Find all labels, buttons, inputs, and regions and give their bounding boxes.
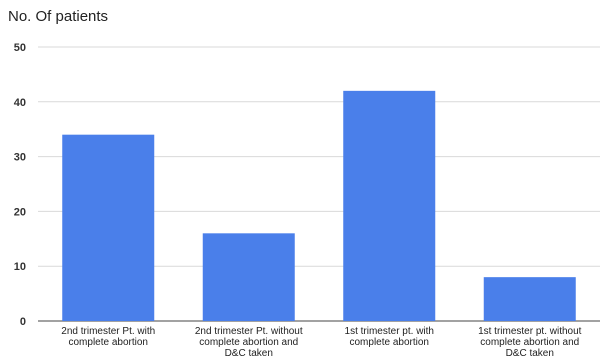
chart-title: No. Of patients — [8, 8, 108, 25]
x-category-label-line: complete abortion and — [480, 337, 579, 348]
y-tick-label: 0 — [20, 316, 26, 328]
x-category-label: 2nd trimester Pt. with complete abortion — [61, 326, 155, 348]
x-category-label: 2nd trimester Pt. without complete aborti… — [195, 326, 303, 359]
bars — [62, 90, 576, 321]
y-axis-ticks: 0 10 20 30 40 50 — [14, 42, 26, 328]
x-category-label-line: D&C taken — [506, 348, 554, 359]
y-tick-label: 40 — [14, 97, 26, 109]
bar — [62, 134, 155, 321]
x-category-label-line: 1st trimester pt. without — [478, 326, 582, 337]
x-category-label-line: D&C taken — [225, 348, 273, 359]
x-category-label: 1st trimester pt. with complete abortion — [345, 326, 434, 348]
x-category-label-line: 2nd trimester Pt. without — [195, 326, 303, 337]
y-tick-label: 20 — [14, 206, 26, 218]
x-axis-category-labels: 2nd trimester Pt. with complete abortion2… — [61, 326, 581, 359]
bar — [202, 233, 295, 321]
bar — [343, 90, 436, 321]
x-category-label-line: complete abortion — [350, 337, 430, 348]
x-category-label-line: complete abortion — [69, 337, 149, 348]
y-tick-label: 50 — [14, 42, 26, 54]
x-category-label-line: 2nd trimester Pt. with — [61, 326, 155, 337]
y-tick-label: 30 — [14, 152, 26, 164]
x-category-label: 1st trimester pt. without complete aborti… — [478, 326, 582, 359]
x-category-label-line: complete abortion and — [199, 337, 298, 348]
x-category-label-line: 1st trimester pt. with — [345, 326, 434, 337]
y-tick-label: 10 — [14, 261, 26, 273]
bar — [483, 277, 576, 321]
